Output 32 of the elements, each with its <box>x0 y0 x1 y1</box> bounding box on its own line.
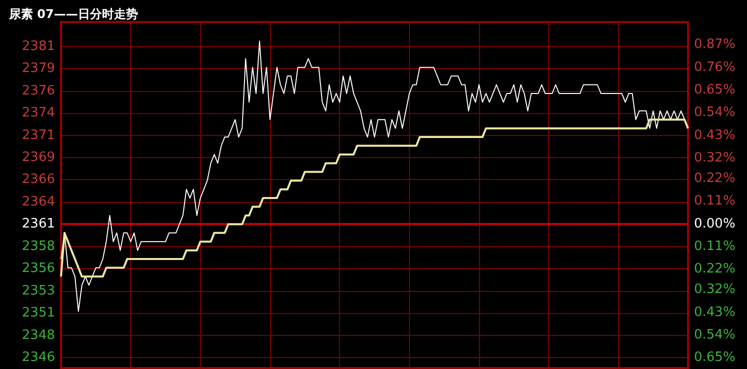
y2-tick-label: 0.11% <box>694 194 736 209</box>
line-series <box>60 118 689 278</box>
y-tick-label: 2376 <box>22 83 55 98</box>
y-tick-label: 2366 <box>22 172 55 188</box>
y-tick-label: 2364 <box>22 194 55 210</box>
y2-tick-label: 0.87% <box>694 37 736 52</box>
y2-tick-label: 0.32% <box>694 282 736 298</box>
y-tick-label: 2361 <box>22 216 55 232</box>
y2-tick-label: 0.54% <box>694 328 736 343</box>
y2-tick-label: 0.00% <box>694 216 736 232</box>
y-tick-label: 2351 <box>22 306 55 321</box>
y2-tick-label: 0.11% <box>694 238 736 254</box>
y2-tick-label: 0.65% <box>694 350 736 366</box>
y2-tick-label: 0.22% <box>694 262 736 277</box>
y-tick-label: 2348 <box>22 328 55 343</box>
y2-tick-label: 0.65% <box>694 82 736 98</box>
y-tick-label: 2381 <box>22 38 55 54</box>
y-tick-label: 2379 <box>22 61 55 76</box>
y2-tick-label: 0.43% <box>694 128 736 143</box>
y-tick-label: 2371 <box>22 128 55 143</box>
chart-title: 尿素 07——日分时走势 <box>8 7 138 21</box>
y-tick-label: 2353 <box>22 283 55 298</box>
y2-tick-label: 0.22% <box>694 171 736 186</box>
y2-tick-label: 0.54% <box>694 105 736 120</box>
y-tick-label: 2369 <box>22 150 55 166</box>
y-tick-label: 2346 <box>22 350 55 366</box>
y2-tick-label: 0.32% <box>694 150 736 166</box>
y-tick-label: 2356 <box>22 261 55 276</box>
y-tick-label: 2374 <box>22 106 55 121</box>
y2-tick-label: 0.43% <box>694 304 736 320</box>
y2-tick-label: 0.76% <box>694 60 736 75</box>
y-tick-label: 2358 <box>22 238 55 254</box>
